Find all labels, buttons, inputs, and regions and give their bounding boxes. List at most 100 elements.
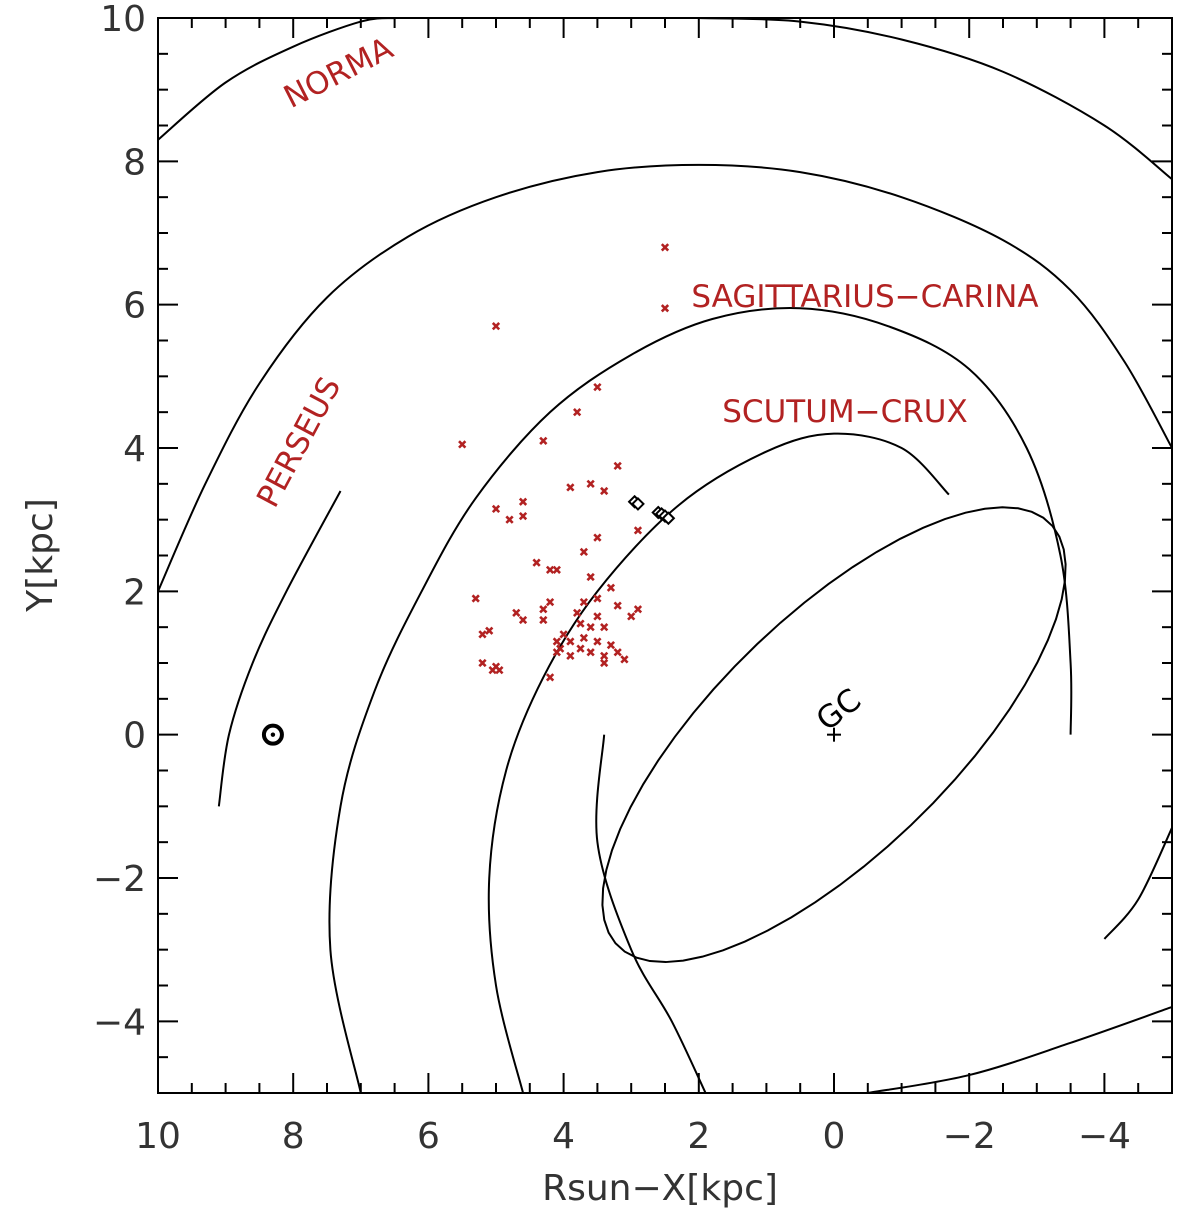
x-marker-stroke [518, 511, 528, 521]
tick-labels: 10 8 6 4 2 0 −2 −4 −4 −2 0 2 4 6 8 10 [93, 0, 1131, 1157]
spiral-arm-curve [1103, 827, 1172, 940]
x-marker-stroke [586, 572, 595, 582]
x-marker [586, 479, 595, 488]
x-marker [532, 558, 541, 567]
sun-ring [261, 723, 284, 746]
x-marker [660, 304, 670, 313]
spiral-arm-curve [328, 307, 1073, 1093]
norma-label: NORMA [278, 30, 399, 115]
x-marker [491, 322, 501, 331]
x-marker [518, 511, 528, 521]
x-marker-stroke [545, 565, 555, 574]
x-marker-stroke [505, 515, 514, 524]
x-marker-stroke [491, 504, 501, 514]
spiral-arm-curve [867, 1006, 1172, 1093]
x-marker [566, 483, 575, 492]
x-marker [600, 651, 609, 660]
y-tick-label: 10 [100, 0, 146, 40]
x-marker [593, 382, 602, 392]
x-marker [586, 572, 595, 582]
x-marker-stroke [579, 633, 588, 643]
x-marker [478, 658, 487, 668]
x-marker [606, 583, 616, 592]
x-marker [620, 655, 629, 664]
x-marker [593, 533, 602, 542]
x-marker-stroke [633, 526, 643, 535]
x-marker-stroke [573, 408, 582, 417]
x-marker [545, 673, 555, 682]
x-marker-stroke [576, 644, 585, 653]
x-marker [518, 615, 528, 625]
x-marker-stroke [478, 630, 487, 639]
x-marker-stroke [539, 615, 548, 625]
x-marker [485, 626, 494, 635]
x-marker [600, 658, 609, 668]
spiral-arm-curve [698, 18, 1172, 181]
x-marker [573, 608, 582, 617]
x-marker-stroke [539, 436, 548, 445]
x-marker [576, 644, 585, 653]
x-marker-stroke [552, 637, 561, 646]
x-marker-stroke [566, 483, 575, 492]
x-marker [576, 619, 585, 628]
x-marker-stroke [491, 322, 501, 331]
x-marker [627, 612, 636, 621]
scutum-crux-label: SCUTUM−CRUX [722, 394, 967, 430]
sun-dot [270, 732, 276, 737]
x-marker-stroke [552, 648, 561, 657]
x-marker [586, 648, 595, 657]
x-marker-stroke [539, 605, 548, 614]
x-marker [458, 440, 467, 449]
x-marker [495, 666, 504, 675]
x-marker-stroke [606, 583, 616, 592]
x-marker-stroke [478, 658, 487, 668]
diamond-marker [661, 511, 676, 526]
y-tick-label: 6 [123, 286, 146, 327]
spiral-arm-curve [158, 163, 1172, 592]
x-marker [552, 565, 561, 574]
x-marker-stroke [485, 626, 494, 635]
x-tick-label: 0 [823, 1116, 846, 1157]
x-marker-stroke [606, 640, 616, 650]
x-marker-stroke [627, 612, 636, 621]
x-marker-stroke [545, 597, 555, 607]
x-marker-stroke [600, 486, 609, 496]
x-marker-stroke [488, 666, 497, 675]
x-marker-stroke [545, 673, 555, 682]
x-marker [518, 497, 528, 506]
x-marker [488, 666, 497, 675]
x-tick-label: −2 [943, 1116, 996, 1157]
spiral-arm-curve [595, 734, 707, 1093]
perseus-label: PERSEUS [250, 371, 348, 513]
x-marker-stroke [552, 565, 561, 574]
x-marker-stroke [518, 615, 528, 625]
x-marker-stroke [593, 612, 602, 621]
axis-ticks [157, 17, 1173, 1094]
x-tick-label: 4 [552, 1116, 575, 1157]
x-marker [545, 597, 555, 607]
spiral-arm-curve [487, 432, 950, 1093]
x-marker-stroke [576, 619, 585, 628]
y-tick-label: 2 [123, 572, 146, 613]
x-marker-stroke [573, 608, 582, 617]
x-marker-stroke [586, 479, 595, 488]
x-tick-label: 2 [687, 1116, 710, 1157]
x-tick-label: 6 [417, 1116, 440, 1157]
x-marker-stroke [633, 605, 643, 614]
x-marker-stroke [613, 461, 622, 471]
galactic-bar-ellipse [601, 506, 1067, 964]
x-marker [660, 243, 670, 252]
x-marker-stroke [458, 440, 467, 449]
x-marker [552, 648, 561, 657]
x-marker-stroke [471, 594, 480, 603]
x-tick-label: −4 [1078, 1116, 1131, 1157]
x-marker [593, 612, 602, 621]
x-marker [579, 547, 588, 557]
x-marker [633, 526, 643, 535]
x-marker [559, 630, 568, 639]
x-marker [478, 630, 487, 639]
x-marker [545, 565, 555, 574]
y-tick-label: 8 [123, 142, 146, 183]
y-tick-label: 0 [123, 716, 146, 757]
